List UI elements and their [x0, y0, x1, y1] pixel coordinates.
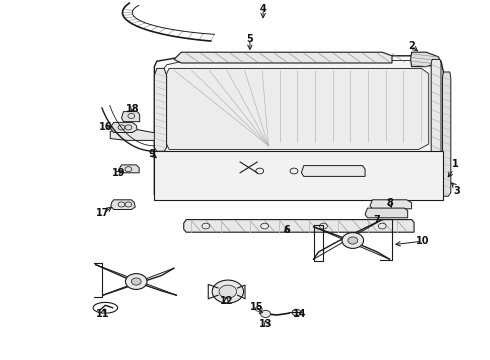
Circle shape [292, 309, 301, 316]
Text: 3: 3 [454, 186, 461, 196]
Polygon shape [171, 70, 424, 146]
Circle shape [348, 237, 358, 244]
Circle shape [131, 278, 141, 285]
Text: 5: 5 [246, 34, 253, 44]
Polygon shape [119, 165, 139, 173]
Circle shape [219, 285, 237, 298]
Polygon shape [167, 68, 429, 149]
Text: 17: 17 [96, 208, 110, 218]
Polygon shape [365, 208, 408, 218]
Text: 6: 6 [283, 225, 290, 235]
Text: 12: 12 [220, 296, 233, 306]
Text: 7: 7 [373, 215, 380, 225]
Text: 10: 10 [416, 236, 429, 246]
Polygon shape [301, 166, 365, 176]
Text: 11: 11 [96, 309, 110, 319]
Text: 4: 4 [260, 4, 267, 14]
Text: 1: 1 [452, 159, 459, 169]
Polygon shape [122, 112, 140, 122]
Text: 18: 18 [125, 104, 139, 114]
Text: 16: 16 [98, 122, 112, 132]
Polygon shape [431, 59, 441, 185]
Polygon shape [154, 68, 167, 151]
Circle shape [212, 280, 244, 303]
Polygon shape [111, 122, 137, 132]
Text: 13: 13 [259, 319, 273, 329]
Text: 2: 2 [408, 41, 415, 51]
Polygon shape [370, 200, 412, 209]
Polygon shape [163, 60, 436, 191]
Polygon shape [154, 56, 443, 200]
Text: 19: 19 [112, 168, 125, 178]
Text: 14: 14 [293, 309, 307, 319]
Polygon shape [442, 72, 451, 196]
Circle shape [342, 233, 364, 248]
Polygon shape [184, 220, 414, 232]
Polygon shape [411, 52, 440, 67]
Polygon shape [111, 200, 135, 210]
Circle shape [125, 274, 147, 289]
Text: 9: 9 [148, 149, 155, 159]
Polygon shape [174, 52, 392, 63]
Text: 15: 15 [250, 302, 264, 312]
Polygon shape [110, 128, 157, 140]
Polygon shape [154, 151, 443, 200]
Text: 8: 8 [386, 198, 393, 208]
Circle shape [261, 310, 270, 318]
